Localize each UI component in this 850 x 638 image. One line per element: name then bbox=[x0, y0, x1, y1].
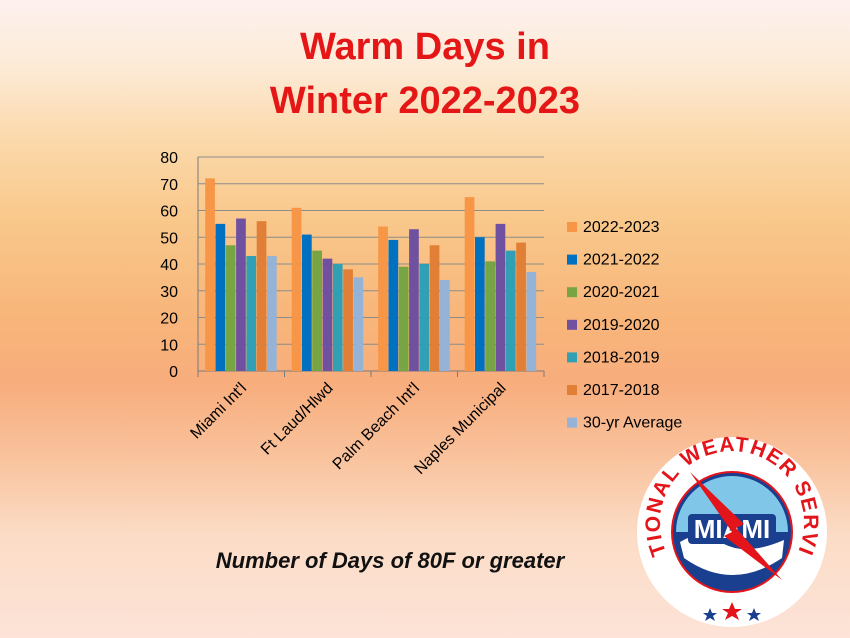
y-tick-label: 70 bbox=[160, 177, 178, 194]
x-category-label: Palm Beach Int'l bbox=[330, 380, 423, 473]
legend-label: 2017-2018 bbox=[583, 382, 660, 399]
nws-miami-logo: NATIONAL WEATHER SERVICE MIAMI bbox=[632, 432, 827, 627]
bar bbox=[398, 266, 409, 371]
legend-swatch bbox=[567, 417, 577, 428]
title-line-2: Winter 2022-2023 bbox=[269, 80, 581, 122]
legend-label: 2021-2022 bbox=[583, 252, 660, 269]
bar bbox=[409, 229, 419, 371]
bar bbox=[526, 272, 537, 371]
chart-title: Warm Days in Winter 2022-2023 bbox=[0, 20, 850, 128]
legend-label: 2019-2020 bbox=[583, 317, 660, 334]
bar bbox=[429, 245, 440, 371]
bar bbox=[236, 218, 246, 371]
y-tick-label: 10 bbox=[160, 337, 178, 354]
bar bbox=[378, 226, 388, 371]
bar bbox=[505, 250, 516, 371]
bar bbox=[312, 250, 322, 371]
legend-swatch bbox=[567, 352, 577, 363]
y-tick-label: 40 bbox=[160, 257, 178, 274]
bar bbox=[353, 277, 364, 371]
bar bbox=[516, 242, 526, 371]
y-tick-label: 20 bbox=[160, 311, 178, 328]
legend-swatch bbox=[567, 385, 577, 395]
legend-swatch bbox=[567, 254, 577, 265]
bar-chart: 0 10 20 30 40 50 60 70 80 Miami Int'l Ft Laud/Hlwd… bbox=[160, 150, 682, 478]
bar bbox=[388, 239, 399, 371]
bar bbox=[332, 264, 343, 371]
title-line-1: Warm Days in bbox=[300, 26, 550, 68]
bar bbox=[419, 264, 430, 371]
bar bbox=[302, 234, 312, 371]
chart-subtitle: Number of Days of 80F or greater bbox=[215, 548, 565, 573]
bar bbox=[343, 269, 353, 371]
legend-swatch bbox=[567, 222, 577, 232]
bar bbox=[267, 255, 277, 371]
bar bbox=[246, 255, 257, 371]
bar bbox=[215, 223, 226, 371]
star-icons bbox=[703, 608, 761, 621]
y-tick-label: 80 bbox=[160, 150, 178, 167]
legend-label: 2022-2023 bbox=[583, 219, 660, 236]
bar bbox=[205, 178, 215, 371]
red-star-icon bbox=[722, 602, 742, 620]
y-tick-label: 0 bbox=[169, 364, 178, 381]
legend-swatch bbox=[567, 287, 577, 298]
y-tick-label: 30 bbox=[160, 284, 178, 301]
x-category-label: Naples Municipal bbox=[411, 380, 509, 478]
legend-swatch bbox=[567, 319, 577, 330]
bar bbox=[440, 280, 450, 371]
y-tick-label: 60 bbox=[160, 204, 178, 221]
y-tick-label: 50 bbox=[160, 230, 178, 247]
bar bbox=[291, 207, 302, 371]
bar bbox=[225, 245, 236, 371]
x-category-label: Miami Int'l bbox=[187, 380, 250, 443]
legend-label: 2020-2021 bbox=[583, 284, 660, 301]
legend-label: 2018-2019 bbox=[583, 349, 660, 366]
bar bbox=[475, 237, 485, 371]
lightning-icon bbox=[690, 472, 782, 580]
bar bbox=[256, 221, 267, 371]
bar bbox=[322, 258, 333, 371]
bar bbox=[464, 197, 475, 371]
bar bbox=[495, 223, 506, 371]
x-category-label: Ft Laud/Hlwd bbox=[258, 380, 337, 459]
bar bbox=[485, 261, 495, 371]
legend-label: 30-yr Average bbox=[583, 415, 682, 432]
